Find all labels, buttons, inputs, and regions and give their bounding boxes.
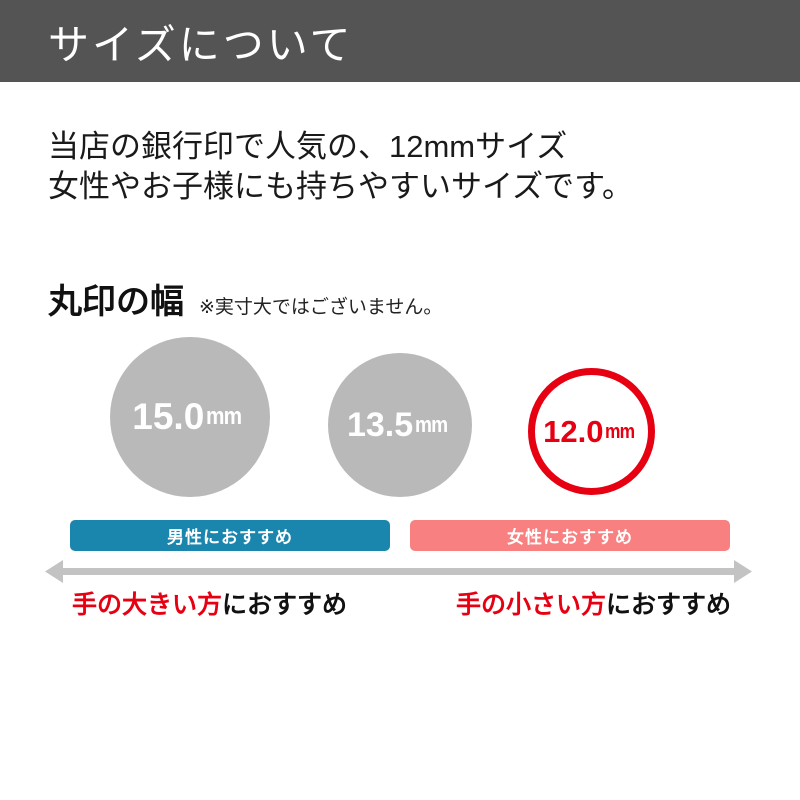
arrow-head-right [734,560,752,583]
intro-line-1: 当店の銀行印で人気の、12mmサイズ [48,129,568,164]
page-title: サイズについて [48,22,354,68]
diagram-heading-row: 丸印の幅 ※実寸大ではございません。 [48,274,442,323]
diagram-note: ※実寸大ではございません。 [199,297,443,318]
size-unit: mm [605,419,635,443]
size-value: 12.0 [543,413,604,449]
diagram-heading: 丸印の幅 [48,283,184,321]
arrow-head-left [45,560,63,583]
double-arrow-icon [45,560,752,583]
intro-line-2: 女性やお子様にも持ちやすいサイズです。 [48,169,633,204]
intro-text: 当店の銀行印で人気の、12mmサイズ 女性やお子様にも持ちやすいサイズです。 [48,127,633,207]
size-circle-12mm-highlighted: 12.0 mm [528,368,655,495]
axis-label-emphasis: 手の大きい方 [72,591,223,619]
size-value: 13.5 [346,405,414,444]
axis-label-rest: におすすめ [605,591,731,619]
male-recommendation-bar: 男性におすすめ [70,520,390,551]
female-recommendation-bar: 女性におすすめ [410,520,730,551]
female-recommendation-label: 女性におすすめ [507,528,633,547]
size-unit: mm [206,403,242,430]
male-recommendation-label: 男性におすすめ [167,528,293,547]
axis-label-rest: におすすめ [222,591,348,619]
axis-label-large-hands: 手の大きい方におすすめ [72,585,347,621]
axis-label-small-hands: 手の小さい方におすすめ [456,585,731,621]
size-unit: mm [415,412,448,437]
size-circle-15mm: 15.0 mm [110,337,270,497]
axis-label-emphasis: 手の小さい方 [455,591,606,619]
arrow-shaft [61,568,736,575]
size-circle-13-5mm: 13.5 mm [328,353,472,497]
title-bar: サイズについて [0,0,800,82]
size-value: 15.0 [132,396,205,437]
